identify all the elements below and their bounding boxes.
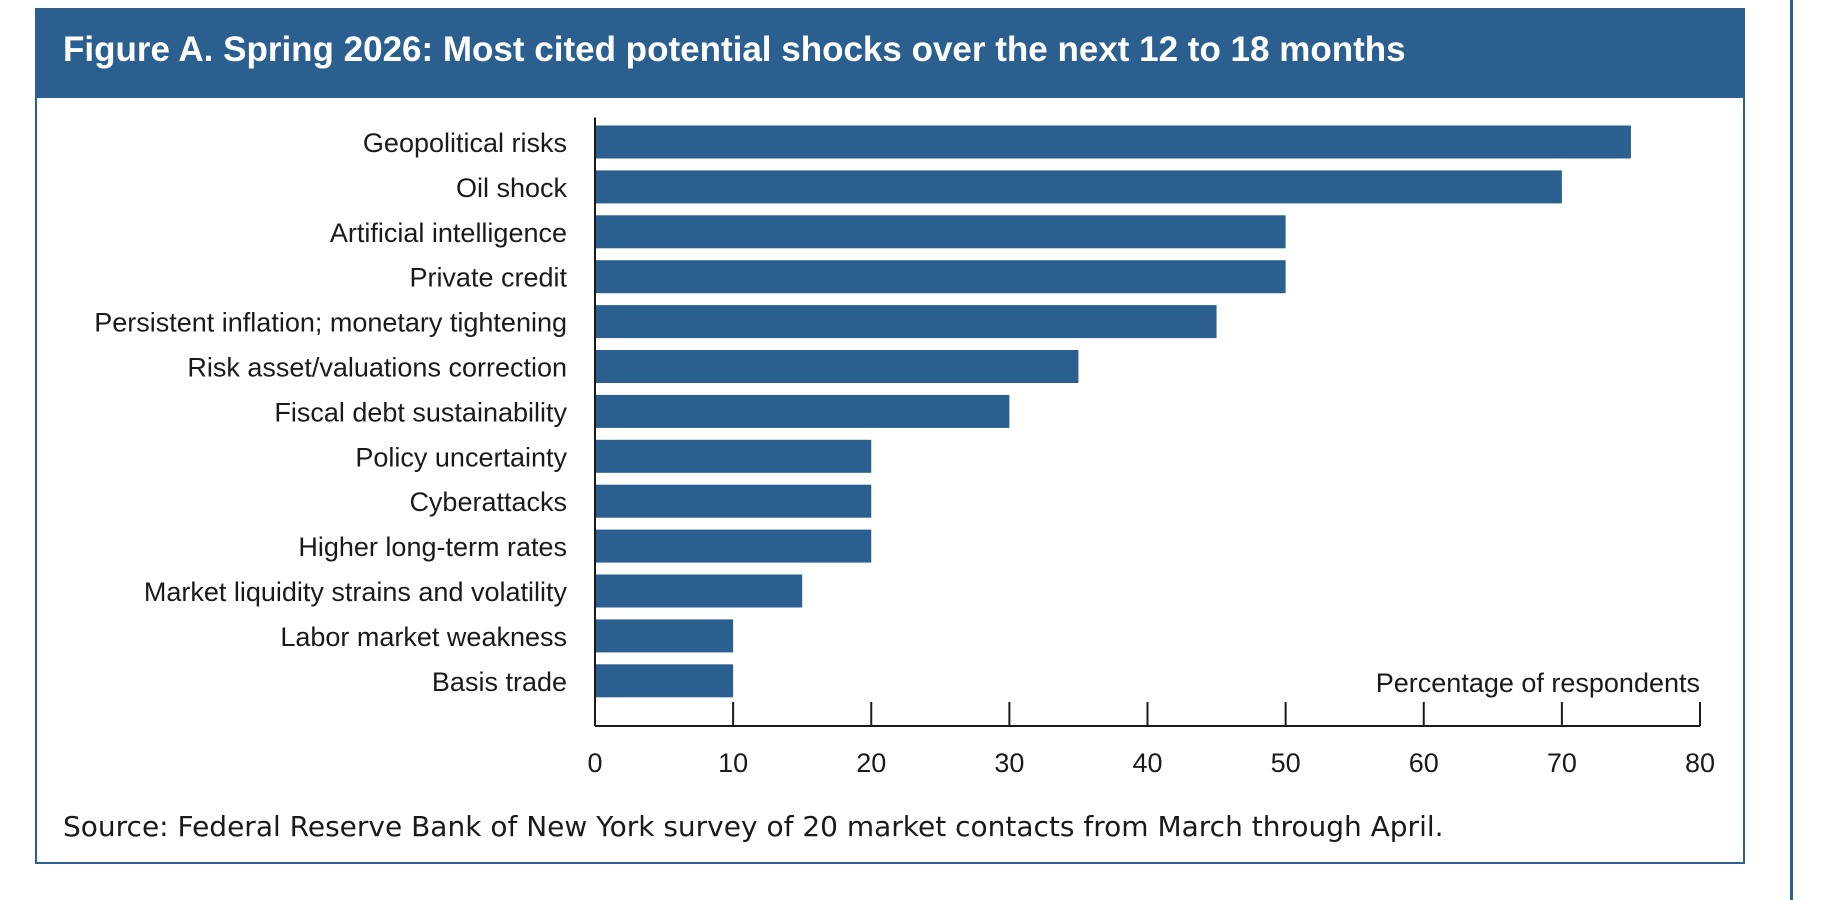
x-tick-label-0: 0 [587, 748, 602, 778]
x-tick-label-5: 50 [1271, 748, 1301, 778]
category-label-11: Labor market weakness [280, 622, 567, 652]
bar-11 [595, 619, 734, 653]
category-label-12: Basis trade [432, 667, 567, 697]
bar-10 [595, 574, 803, 608]
bar-9 [595, 529, 872, 563]
figure-title: Figure A. Spring 2026: Most cited potent… [63, 30, 1406, 69]
bar-8 [595, 484, 872, 518]
source-note: Source: Federal Reserve Bank of New York… [63, 810, 1444, 843]
category-label-8: Cyberattacks [409, 487, 567, 517]
category-label-2: Artificial intelligence [330, 218, 567, 248]
x-axis: 0 10 20 30 40 50 60 70 80 [587, 117, 1715, 778]
bar-5 [595, 350, 1079, 383]
x-tick-label-6: 60 [1409, 748, 1439, 778]
category-label-3: Private credit [409, 263, 567, 293]
category-label-6: Fiscal debt sustainability [274, 397, 567, 427]
bar-0 [595, 125, 1631, 159]
bar-4 [595, 305, 1217, 339]
x-tick-label-3: 30 [994, 748, 1024, 778]
category-label-1: Oil shock [456, 173, 568, 203]
bar-2 [595, 215, 1286, 249]
x-tick-label-7: 70 [1547, 748, 1577, 778]
bar-7 [595, 439, 872, 473]
x-tick-label-2: 20 [856, 748, 886, 778]
x-tick-label-1: 10 [718, 748, 748, 778]
bar-1 [595, 170, 1562, 204]
category-label-9: Higher long-term rates [298, 532, 567, 562]
category-label-0: Geopolitical risks [363, 128, 567, 158]
figure-header: Figure A. Spring 2026: Most cited potent… [37, 10, 1743, 98]
x-axis-title: Percentage of respondents [1376, 668, 1700, 698]
bar-3 [595, 260, 1286, 294]
category-label-10: Market liquidity strains and volatility [144, 577, 568, 607]
category-label-5: Risk asset/valuations correction [187, 353, 567, 383]
category-labels-group: Geopolitical risks Oil shock Artificial in… [94, 128, 567, 697]
bar-6 [595, 394, 1010, 428]
page-side-rule [1790, 0, 1793, 900]
bars-group [595, 125, 1631, 698]
x-tick-label-8: 80 [1685, 748, 1715, 778]
x-tick-label-4: 40 [1132, 748, 1162, 778]
category-label-7: Policy uncertainty [355, 442, 567, 472]
bar-12 [595, 664, 734, 698]
category-label-4: Persistent inflation; monetary tightenin… [94, 308, 567, 338]
